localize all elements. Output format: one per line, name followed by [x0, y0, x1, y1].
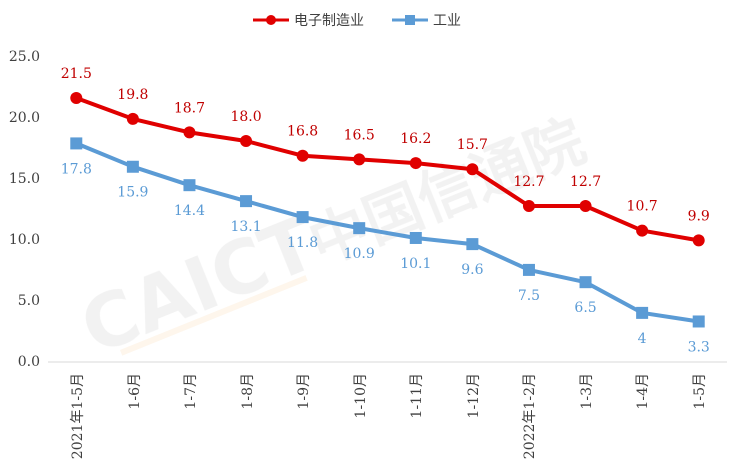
series-0-point	[126, 112, 139, 125]
series-0-data-label: 12.7	[570, 174, 601, 190]
series-0-data-label: 19.8	[117, 87, 148, 103]
series-1-point	[692, 315, 705, 328]
series-1-point	[70, 137, 83, 150]
series-1-point	[353, 222, 366, 235]
series-line-1	[75, 141, 700, 324]
series-1-data-label: 10.1	[400, 256, 431, 272]
series-1-data-label: 6.5	[574, 300, 596, 316]
series-line-0	[75, 96, 700, 243]
series-0-point	[240, 134, 253, 147]
series-1-data-label: 14.4	[174, 203, 205, 219]
series-0-data-label: 21.5	[61, 66, 92, 82]
series-0-point	[579, 200, 592, 213]
series-0-data-label: 16.8	[287, 124, 318, 140]
series-1-data-label: 15.9	[117, 185, 148, 201]
series-0-point	[692, 234, 705, 247]
series-0-data-label: 12.7	[513, 174, 544, 190]
y-tick-label: 25.0	[9, 49, 40, 65]
x-tick-label: 1-7月	[183, 373, 199, 410]
watermark: CAICT 中国信通院	[70, 106, 595, 371]
series-0-point	[522, 200, 535, 213]
series-0-point	[183, 126, 196, 139]
legend-marker-series-0	[266, 15, 276, 25]
series-1-data-label: 11.8	[287, 235, 318, 251]
x-tick-label: 1-4月	[635, 373, 651, 410]
series-layer: 21.5 19.8 18.7 18.0 16.8 16.5 16.2 15.7 12.7 12.7…	[61, 66, 710, 355]
series-0-data-label: 15.7	[457, 137, 488, 153]
x-tick-label: 1-12月	[466, 373, 482, 418]
x-tick-label: 2021年1-5月	[70, 373, 86, 459]
series-1-data-label: 3.3	[688, 339, 710, 355]
series-0-point	[466, 163, 479, 176]
x-tick-label: 1-6月	[127, 373, 143, 410]
series-1-data-label: 9.6	[461, 262, 483, 278]
y-tick-label: 15.0	[9, 171, 40, 187]
series-0-point	[296, 149, 309, 162]
y-tick-label: 5.0	[18, 293, 40, 309]
x-tick-label: 1-3月	[579, 373, 595, 410]
legend-marker-series-1	[405, 15, 415, 25]
legend-label-series-1: 工业	[433, 13, 461, 29]
series-1-data-label: 13.1	[230, 219, 261, 235]
x-tick-label: 1-11月	[409, 373, 425, 418]
series-0-point	[636, 224, 649, 237]
legend: 电子制造业 工业	[253, 13, 461, 29]
series-1-data-label: 4	[638, 331, 647, 347]
series-1-point	[183, 179, 196, 192]
x-tick-label: 1-8月	[240, 373, 256, 410]
series-1-point	[466, 238, 479, 251]
series-1-point	[409, 231, 422, 244]
series-1-point	[240, 195, 253, 208]
series-0-data-label: 16.2	[400, 131, 431, 147]
series-0-data-label: 18.0	[230, 109, 261, 125]
x-axis: 2021年1-5月 1-6月 1-7月 1-8月 1-9月 1-10月 1-11…	[70, 373, 708, 459]
series-0-point	[353, 153, 366, 166]
series-1-data-label: 10.9	[344, 246, 375, 262]
series-0-point	[409, 157, 422, 170]
series-1-point	[296, 211, 309, 224]
x-tick-label: 1-9月	[296, 373, 312, 410]
watermark-underline	[120, 275, 308, 356]
legend-label-series-0: 电子制造业	[294, 13, 364, 29]
series-1-point	[579, 276, 592, 289]
series-1-point	[636, 306, 649, 319]
x-tick-label: 2022年1-2月	[522, 373, 538, 459]
series-0-point	[70, 91, 83, 104]
series-1-data-label: 7.5	[518, 288, 540, 304]
y-axis: 0.0 5.0 10.0 15.0 20.0 25.0	[9, 49, 40, 370]
series-0-data-label: 9.9	[688, 208, 710, 224]
series-1-point	[522, 263, 535, 276]
series-1-point	[126, 160, 139, 173]
x-tick-label: 1-10月	[353, 373, 369, 418]
series-0-data-label: 10.7	[627, 199, 658, 215]
y-tick-label: 20.0	[9, 110, 40, 126]
x-tick-label: 1-5月	[692, 373, 708, 410]
y-tick-label: 0.0	[18, 354, 40, 370]
y-tick-label: 10.0	[9, 232, 40, 248]
series-0-data-label: 18.7	[174, 100, 205, 116]
series-0-data-label: 16.5	[344, 127, 375, 143]
series-1-data-label: 17.8	[61, 161, 92, 177]
